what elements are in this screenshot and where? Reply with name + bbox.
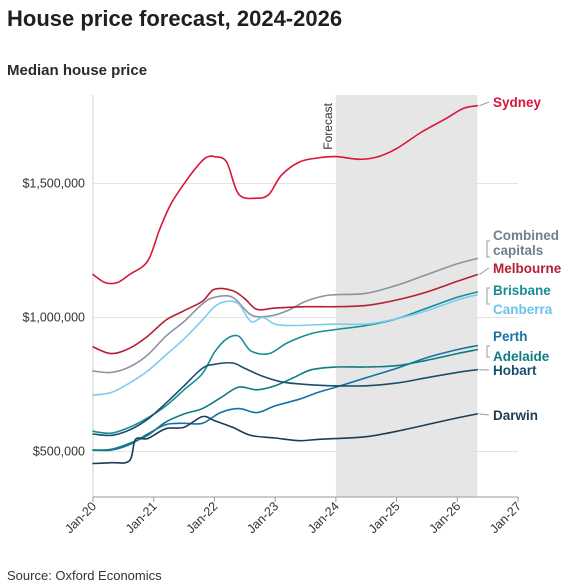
x-tick-label: Jan-23 — [244, 499, 281, 536]
label-connector — [479, 101, 490, 107]
series-label-line: capitals — [493, 243, 543, 258]
label-bracket-perth-adelaide — [486, 345, 490, 358]
series-label-canberra: Canberra — [493, 302, 553, 317]
series-label-adelaide: Adelaide — [493, 349, 550, 364]
x-tick-label: Jan-25 — [366, 499, 403, 536]
series-line-combined-capitals — [92, 257, 479, 374]
chart-subtitle: Median house price — [7, 62, 148, 79]
x-tick-label: Jan-27 — [487, 499, 524, 536]
gridlines — [93, 182, 518, 452]
x-tick-label: Jan-20 — [62, 499, 99, 536]
series-line-melbourne — [92, 273, 479, 355]
x-tick-label: Jan-24 — [305, 499, 342, 536]
series-label-darwin: Darwin — [493, 408, 538, 423]
label-connector — [479, 413, 490, 416]
series-label-line: Melbourne — [493, 261, 562, 276]
series-label-sydney: Sydney — [493, 95, 542, 110]
series-line-sydney — [92, 104, 479, 285]
label-bracket-combined — [486, 240, 490, 258]
series-line-darwin — [92, 413, 479, 465]
series-line-perth — [92, 344, 479, 452]
label-connector — [479, 267, 490, 275]
series-labels: Sydney Combined capitals Melbourne Brisbane C… — [479, 95, 562, 423]
series-label-hobart: Hobart — [493, 363, 537, 378]
x-tick-label: Jan-26 — [426, 499, 463, 536]
series-label-line: Canberra — [493, 302, 553, 317]
source-note: Source: Oxford Economics — [7, 568, 162, 583]
forecast-label: Forecast — [321, 102, 335, 149]
series-label-melbourne: Melbourne — [493, 261, 562, 276]
chart-title: House price forecast, 2024-2026 — [7, 6, 343, 31]
series-line-adelaide — [92, 348, 479, 451]
y-tick-label: $1,000,000 — [22, 310, 85, 324]
series-lines — [92, 104, 479, 465]
y-tick-label: $500,000 — [33, 444, 85, 458]
series-label-line: Sydney — [493, 95, 542, 110]
forecast-shade-layer: Forecast — [321, 95, 478, 497]
series-label-line: Perth — [493, 329, 528, 344]
label-bracket-brisbane-canberra — [486, 287, 490, 305]
x-tick-label: Jan-22 — [184, 499, 221, 536]
series-label-line: Adelaide — [493, 349, 550, 364]
series-label-line: Brisbane — [493, 283, 551, 298]
series-label-line: Combined — [493, 228, 559, 243]
series-label-brisbane: Brisbane — [493, 283, 551, 298]
series-label-combined-capitals: Combined capitals — [493, 228, 559, 258]
y-tick-label: $1,500,000 — [22, 176, 85, 190]
series-label-line: Hobart — [493, 363, 537, 378]
series-label-line: Darwin — [493, 408, 538, 423]
series-line-hobart — [92, 361, 479, 437]
x-tick-label: Jan-21 — [123, 499, 160, 536]
series-label-perth: Perth — [493, 329, 528, 344]
series-line-canberra — [92, 293, 479, 396]
